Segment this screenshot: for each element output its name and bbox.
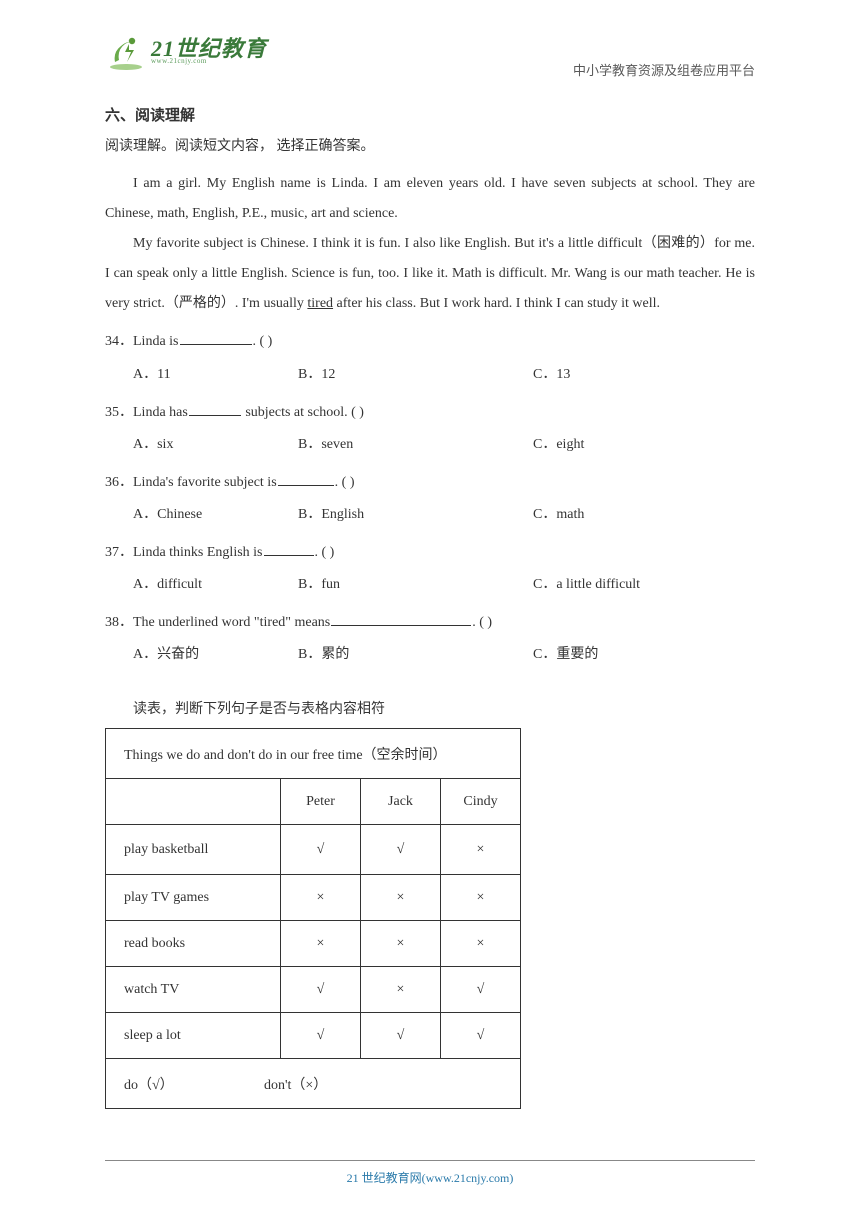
option-a[interactable]: A．difficult <box>133 570 298 600</box>
table-cell: × <box>441 921 521 967</box>
option-c[interactable]: C．13 <box>533 360 755 390</box>
question-stem: 38．The underlined word "tired" means. ( … <box>105 608 755 638</box>
table-cell: √ <box>281 825 361 875</box>
table-cell: × <box>281 921 361 967</box>
page-content: 六、阅读理解 阅读理解。阅读短文内容， 选择正确答案。 I am a girl.… <box>105 104 755 1109</box>
question-35: 35．Linda has subjects at school. ( )A．si… <box>105 398 755 460</box>
header-right-text: 中小学教育资源及组卷应用平台 <box>573 60 755 79</box>
footer-text: 21 世纪教育网(www.21cnjy.com) <box>347 1171 514 1185</box>
table-cell: × <box>361 967 441 1013</box>
question-stem: 34．Linda is. ( ) <box>105 327 755 357</box>
section-instruction: 阅读理解。阅读短文内容， 选择正确答案。 <box>105 135 755 155</box>
table-legend: do（√）don't（×） <box>106 1059 521 1109</box>
option-b[interactable]: B．seven <box>298 430 533 460</box>
table-cell: √ <box>281 967 361 1013</box>
passage-para-2: My favorite subject is Chinese. I think … <box>105 229 755 319</box>
table-row: play TV games××× <box>106 875 521 921</box>
question-options: A．11B．12C．13 <box>105 360 755 390</box>
table-row: read books××× <box>106 921 521 967</box>
footer-divider <box>105 1160 755 1161</box>
option-c[interactable]: C．a little difficult <box>533 570 755 600</box>
underlined-word: tired <box>307 296 333 311</box>
questions-list: 34．Linda is. ( )A．11B．12C．13 35．Linda has… <box>105 327 755 670</box>
question-38: 38．The underlined word "tired" means. ( … <box>105 608 755 670</box>
option-a[interactable]: A．six <box>133 430 298 460</box>
blank-line <box>180 331 252 345</box>
table-cell: × <box>441 875 521 921</box>
table-row-label: read books <box>106 921 281 967</box>
table-col-peter: Peter <box>281 779 361 825</box>
reading-passage: I am a girl. My English name is Linda. I… <box>105 169 755 319</box>
table-cell: √ <box>441 967 521 1013</box>
question-34: 34．Linda is. ( )A．11B．12C．13 <box>105 327 755 389</box>
table-row: play basketball√√× <box>106 825 521 875</box>
table-cell: × <box>281 875 361 921</box>
table-instruction: 读表，判断下列句子是否与表格内容相符 <box>105 698 755 718</box>
table-cell: √ <box>281 1013 361 1059</box>
blank-line <box>189 402 241 416</box>
table-cell: × <box>361 921 441 967</box>
option-a[interactable]: A．Chinese <box>133 500 298 530</box>
option-b[interactable]: B．累的 <box>298 640 533 670</box>
option-a[interactable]: A．兴奋的 <box>133 640 298 670</box>
logo-text: 21世纪教育 www.21cnjy.com <box>151 38 267 65</box>
question-37: 37．Linda thinks English is. ( )A．difficu… <box>105 538 755 600</box>
logo-runner-icon <box>105 30 147 72</box>
question-36: 36．Linda's favorite subject is. ( )A．Chi… <box>105 468 755 530</box>
question-options: A．difficultB．funC．a little difficult <box>105 570 755 600</box>
passage-para-1: I am a girl. My English name is Linda. I… <box>105 169 755 229</box>
option-c[interactable]: C．重要的 <box>533 640 755 670</box>
question-stem: 35．Linda has subjects at school. ( ) <box>105 398 755 428</box>
table-row-label: play basketball <box>106 825 281 875</box>
table-empty-header <box>106 779 281 825</box>
question-options: A．sixB．sevenC．eight <box>105 430 755 460</box>
table-row-label: play TV games <box>106 875 281 921</box>
table-cell: × <box>441 825 521 875</box>
table-row-label: sleep a lot <box>106 1013 281 1059</box>
option-c[interactable]: C．math <box>533 500 755 530</box>
option-b[interactable]: B．English <box>298 500 533 530</box>
logo: 21世纪教育 www.21cnjy.com <box>105 30 267 72</box>
blank-line <box>278 472 334 486</box>
page-header: 21世纪教育 www.21cnjy.com 中小学教育资源及组卷应用平台 <box>0 30 860 90</box>
table-cell: √ <box>361 825 441 875</box>
option-c[interactable]: C．eight <box>533 430 755 460</box>
activity-table: Things we do and don't do in our free ti… <box>105 728 521 1109</box>
option-b[interactable]: B．12 <box>298 360 533 390</box>
blank-line <box>264 542 314 556</box>
table-cell: × <box>361 875 441 921</box>
table-row: watch TV√×√ <box>106 967 521 1013</box>
table-cell: √ <box>361 1013 441 1059</box>
table-legend-row: do（√）don't（×） <box>106 1059 521 1109</box>
table-title-row: Things we do and don't do in our free ti… <box>106 729 521 779</box>
table-row-label: watch TV <box>106 967 281 1013</box>
question-stem: 36．Linda's favorite subject is. ( ) <box>105 468 755 498</box>
option-b[interactable]: B．fun <box>298 570 533 600</box>
section-title: 六、阅读理解 <box>105 104 755 125</box>
table-title-cell: Things we do and don't do in our free ti… <box>106 729 521 779</box>
table-cell: √ <box>441 1013 521 1059</box>
option-a[interactable]: A．11 <box>133 360 298 390</box>
question-options: A．ChineseB．EnglishC．math <box>105 500 755 530</box>
question-stem: 37．Linda thinks English is. ( ) <box>105 538 755 568</box>
question-options: A．兴奋的B．累的C．重要的 <box>105 640 755 670</box>
page-footer: 21 世纪教育网(www.21cnjy.com) <box>0 1160 860 1186</box>
table-col-cindy: Cindy <box>441 779 521 825</box>
table-col-jack: Jack <box>361 779 441 825</box>
blank-line <box>331 612 471 626</box>
table-row: sleep a lot√√√ <box>106 1013 521 1059</box>
table-header-row: Peter Jack Cindy <box>106 779 521 825</box>
